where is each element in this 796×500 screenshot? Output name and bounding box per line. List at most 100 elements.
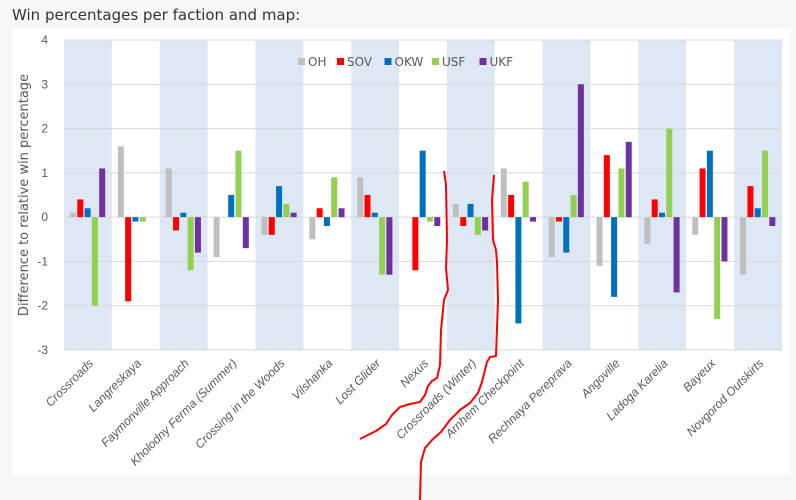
bar-ukf xyxy=(99,168,106,218)
legend-swatch-oh xyxy=(298,58,305,65)
x-tick-label: Lost Glider xyxy=(332,356,384,408)
bar-sov xyxy=(460,217,467,226)
bar-okw xyxy=(515,217,522,324)
x-tick-label: Bayeux xyxy=(680,356,719,395)
bar-usf xyxy=(139,217,146,222)
bar-usf xyxy=(474,217,481,235)
bar-ukf xyxy=(673,217,680,293)
bar-usf xyxy=(618,168,625,218)
bar-sov xyxy=(173,217,180,231)
x-tick-label: Vilshanka xyxy=(289,356,336,403)
category-band xyxy=(638,40,687,350)
bar-okw xyxy=(419,150,426,218)
bar-oh xyxy=(596,217,603,266)
bar-ukf xyxy=(242,217,249,249)
bar-okw xyxy=(563,217,570,253)
legend-label: OH xyxy=(308,55,326,69)
y-tick-label: 1 xyxy=(41,166,48,180)
legend-label: OKW xyxy=(395,55,424,69)
bar-sov xyxy=(555,217,562,222)
page-title: Win percentages per faction and map: xyxy=(12,6,301,24)
bar-usf xyxy=(522,181,529,218)
x-tick-label: Angoville xyxy=(578,356,623,401)
bar-oh xyxy=(70,212,76,218)
bar-usf xyxy=(666,128,673,218)
y-tick-label: -1 xyxy=(37,254,48,268)
bar-okw xyxy=(323,217,330,226)
bar-oh xyxy=(644,217,651,244)
y-tick-label: 4 xyxy=(41,33,48,47)
bar-sov xyxy=(268,217,275,235)
y-tick-label: 0 xyxy=(41,210,48,224)
annotation-stroke xyxy=(419,174,499,500)
bar-sov xyxy=(125,217,132,302)
legend-swatch-ukf xyxy=(479,58,487,65)
x-tick-label: Crossroads (Winter) xyxy=(393,356,479,442)
bar-ukf xyxy=(577,84,584,218)
bar-okw xyxy=(467,203,474,218)
bar-oh xyxy=(357,177,364,218)
x-tick-label: Faymonville Approach xyxy=(98,356,192,450)
bar-usf xyxy=(91,217,98,306)
bar-okw xyxy=(180,212,187,218)
y-tick-label: -3 xyxy=(37,343,48,357)
bar-okw xyxy=(659,212,665,218)
y-tick-label: 3 xyxy=(41,77,48,91)
bar-oh xyxy=(692,217,699,235)
bar-ukf xyxy=(338,208,345,218)
bar-usf xyxy=(426,217,433,222)
bar-okw xyxy=(754,208,761,218)
y-axis-label: Difference to relative win percentage xyxy=(17,74,32,316)
bar-ukf xyxy=(482,217,489,231)
bar-sov xyxy=(77,199,84,218)
legend-swatch-sov xyxy=(337,58,344,65)
category-band xyxy=(446,40,495,350)
bar-okw xyxy=(371,212,378,218)
bar-okw xyxy=(84,208,91,218)
bar-sov xyxy=(364,195,371,218)
category-band xyxy=(734,40,782,350)
legend-label: UKF xyxy=(490,55,514,69)
bar-sov xyxy=(747,186,754,218)
bar-oh xyxy=(165,168,172,218)
bar-usf xyxy=(379,217,386,275)
bar-sov xyxy=(699,168,706,218)
legend-label: USF xyxy=(442,55,465,69)
bar-oh xyxy=(740,217,747,275)
bar-oh xyxy=(452,203,459,218)
bar-ukf xyxy=(769,217,776,226)
bar-sov xyxy=(412,217,419,271)
bar-okw xyxy=(276,186,283,218)
x-tick-label: Crossing in the Woods xyxy=(192,356,287,451)
bar-ukf xyxy=(625,141,632,218)
bar-usf xyxy=(187,217,194,271)
bar-ukf xyxy=(434,217,441,226)
bar-sov xyxy=(603,155,610,218)
bar-sov xyxy=(508,195,515,218)
bar-oh xyxy=(213,217,220,257)
y-tick-label: -2 xyxy=(37,299,48,313)
y-tick-label: 2 xyxy=(41,122,48,136)
bar-okw xyxy=(228,195,235,218)
bar-usf xyxy=(714,217,721,319)
x-tick-label: Rechnaya Pereprava xyxy=(485,356,575,446)
bar-ukf xyxy=(290,212,297,218)
legend-swatch-okw xyxy=(384,58,392,65)
bar-usf xyxy=(762,150,769,218)
bar-oh xyxy=(309,217,316,240)
bar-ukf xyxy=(721,217,728,262)
bar-okw xyxy=(706,150,713,218)
x-tick-label: Nexus xyxy=(397,356,431,390)
bar-oh xyxy=(500,168,507,218)
bar-oh xyxy=(117,146,124,218)
legend-swatch-usf xyxy=(432,58,439,65)
legend-label: SOV xyxy=(347,55,373,69)
bar-usf xyxy=(570,195,577,218)
bar-okw xyxy=(132,217,139,222)
bar-okw xyxy=(611,217,618,297)
bar-usf xyxy=(235,150,242,218)
bar-usf xyxy=(283,203,290,218)
bar-ukf xyxy=(386,217,393,275)
annotation-stroke xyxy=(359,170,449,440)
